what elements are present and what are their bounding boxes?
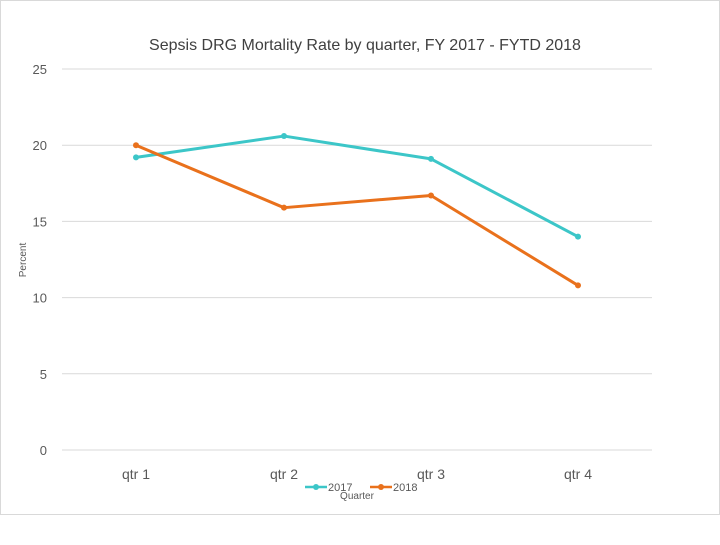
gridlines: [62, 68, 652, 451]
series-2018: [133, 142, 581, 289]
y-tick-label: 20: [33, 138, 47, 153]
series-line-2017: [134, 134, 580, 239]
y-tick-label: 15: [33, 214, 47, 229]
y-tick-label: 5: [40, 367, 47, 382]
y-axis-ticks: 0 5 10 15 20 25: [33, 62, 47, 458]
series-line-2018: [134, 143, 580, 287]
x-axis-ticks: qtr 1 qtr 2 qtr 3 qtr 4: [122, 466, 592, 482]
x-axis-label: Quarter: [340, 491, 375, 502]
data-point: [133, 154, 139, 161]
legend-label: 2017: [328, 482, 352, 494]
x-tick-label: qtr 3: [417, 466, 445, 482]
data-point: [575, 282, 581, 289]
legend-swatch-marker: [378, 484, 384, 490]
legend-item-2017: 2017: [305, 482, 352, 494]
y-tick-label: 25: [33, 62, 47, 77]
y-tick-label: 10: [33, 291, 47, 306]
x-tick-label: qtr 1: [122, 466, 150, 482]
data-point: [281, 204, 287, 211]
series-2017: [133, 133, 581, 240]
y-tick-label: 0: [40, 443, 47, 458]
chart-title: Sepsis DRG Mortality Rate by quarter, FY…: [149, 37, 581, 54]
legend-swatch-marker: [313, 484, 319, 490]
x-tick-label: qtr 2: [270, 466, 298, 482]
data-point: [428, 155, 434, 162]
data-point: [281, 133, 287, 140]
legend: 2017 2018: [305, 482, 417, 494]
legend-item-2018: 2018: [370, 482, 417, 494]
x-tick-label: qtr 4: [564, 466, 592, 482]
series-lines: [133, 133, 581, 289]
legend-label: 2018: [393, 482, 417, 494]
y-axis-label: Percent: [18, 243, 29, 278]
data-point: [575, 233, 581, 240]
data-point: [133, 142, 139, 149]
chart-border: [0, 0, 720, 515]
data-point: [428, 192, 434, 199]
